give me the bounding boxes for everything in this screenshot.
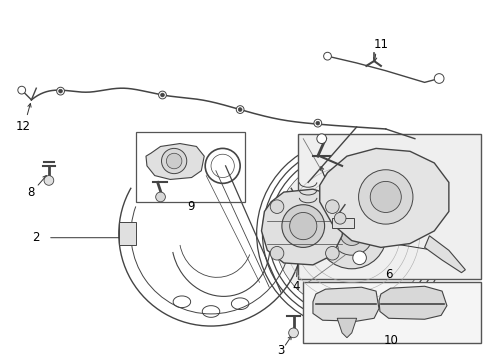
- Bar: [303, 282, 481, 343]
- Circle shape: [290, 212, 317, 240]
- Bar: [136, 132, 245, 202]
- Circle shape: [270, 200, 284, 213]
- Text: 2: 2: [32, 231, 40, 244]
- Circle shape: [314, 119, 322, 127]
- Text: 8: 8: [28, 186, 35, 199]
- Circle shape: [270, 247, 284, 260]
- Circle shape: [57, 87, 64, 95]
- Circle shape: [156, 192, 166, 202]
- Circle shape: [317, 134, 326, 144]
- Polygon shape: [425, 236, 465, 273]
- Circle shape: [289, 328, 298, 338]
- Circle shape: [316, 121, 320, 125]
- Polygon shape: [320, 148, 449, 247]
- Bar: [119, 222, 136, 246]
- Circle shape: [18, 86, 25, 94]
- Text: 6: 6: [385, 268, 392, 281]
- Circle shape: [330, 212, 373, 255]
- Circle shape: [167, 153, 182, 169]
- Circle shape: [44, 176, 54, 185]
- Text: 10: 10: [383, 334, 398, 347]
- Circle shape: [162, 148, 187, 174]
- Circle shape: [59, 89, 63, 93]
- Circle shape: [274, 156, 429, 311]
- Circle shape: [282, 205, 324, 247]
- Bar: [332, 218, 354, 228]
- Circle shape: [325, 200, 339, 213]
- Text: 12: 12: [16, 120, 31, 132]
- Polygon shape: [313, 287, 379, 321]
- Circle shape: [238, 108, 242, 112]
- Text: 5: 5: [372, 215, 380, 228]
- Circle shape: [370, 227, 384, 240]
- Text: 11: 11: [373, 38, 389, 51]
- Circle shape: [324, 212, 338, 226]
- Circle shape: [370, 181, 401, 212]
- Text: 7: 7: [324, 186, 331, 199]
- Circle shape: [161, 93, 165, 97]
- Polygon shape: [379, 286, 447, 319]
- Text: 3: 3: [277, 344, 285, 357]
- Polygon shape: [146, 144, 204, 180]
- Polygon shape: [262, 189, 345, 265]
- Circle shape: [317, 199, 387, 269]
- Circle shape: [340, 222, 364, 246]
- Circle shape: [323, 52, 331, 60]
- Text: 1: 1: [440, 247, 448, 260]
- Bar: [298, 134, 481, 279]
- Circle shape: [334, 212, 346, 224]
- Circle shape: [324, 242, 338, 256]
- Circle shape: [159, 91, 167, 99]
- Text: 4: 4: [293, 280, 300, 293]
- Circle shape: [236, 106, 244, 113]
- Text: 9: 9: [187, 200, 195, 213]
- Circle shape: [353, 203, 367, 217]
- Circle shape: [434, 74, 444, 84]
- Circle shape: [353, 251, 367, 265]
- Circle shape: [359, 170, 413, 224]
- Polygon shape: [337, 318, 357, 338]
- Circle shape: [325, 247, 339, 260]
